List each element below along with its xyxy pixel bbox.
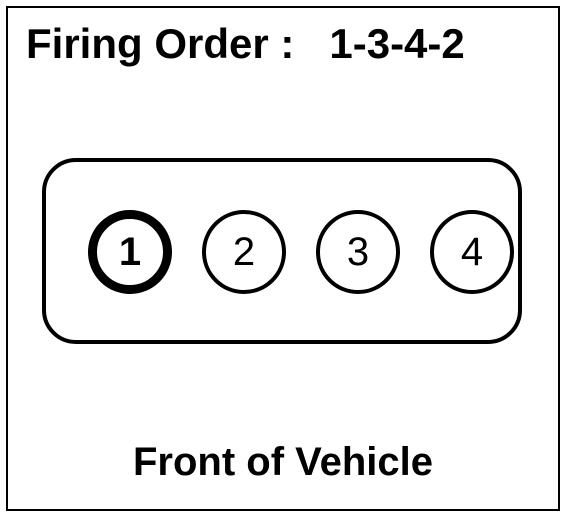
- cylinder-4: 4: [430, 210, 514, 294]
- front-of-vehicle-label: Front of Vehicle: [0, 440, 566, 485]
- firing-order-label: Firing Order :: [26, 20, 329, 68]
- cylinder-label: 3: [347, 230, 369, 275]
- cylinder-1: 1: [88, 210, 172, 294]
- cylinder-2: 2: [202, 210, 286, 294]
- cylinder-label: 4: [461, 230, 483, 275]
- firing-order-value: 1-3-4-2: [329, 20, 464, 68]
- cylinder-label: 2: [233, 230, 255, 275]
- title-row: Firing Order : 1-3-4-2: [26, 20, 465, 68]
- cylinder-3: 3: [316, 210, 400, 294]
- cylinder-label: 1: [119, 230, 141, 275]
